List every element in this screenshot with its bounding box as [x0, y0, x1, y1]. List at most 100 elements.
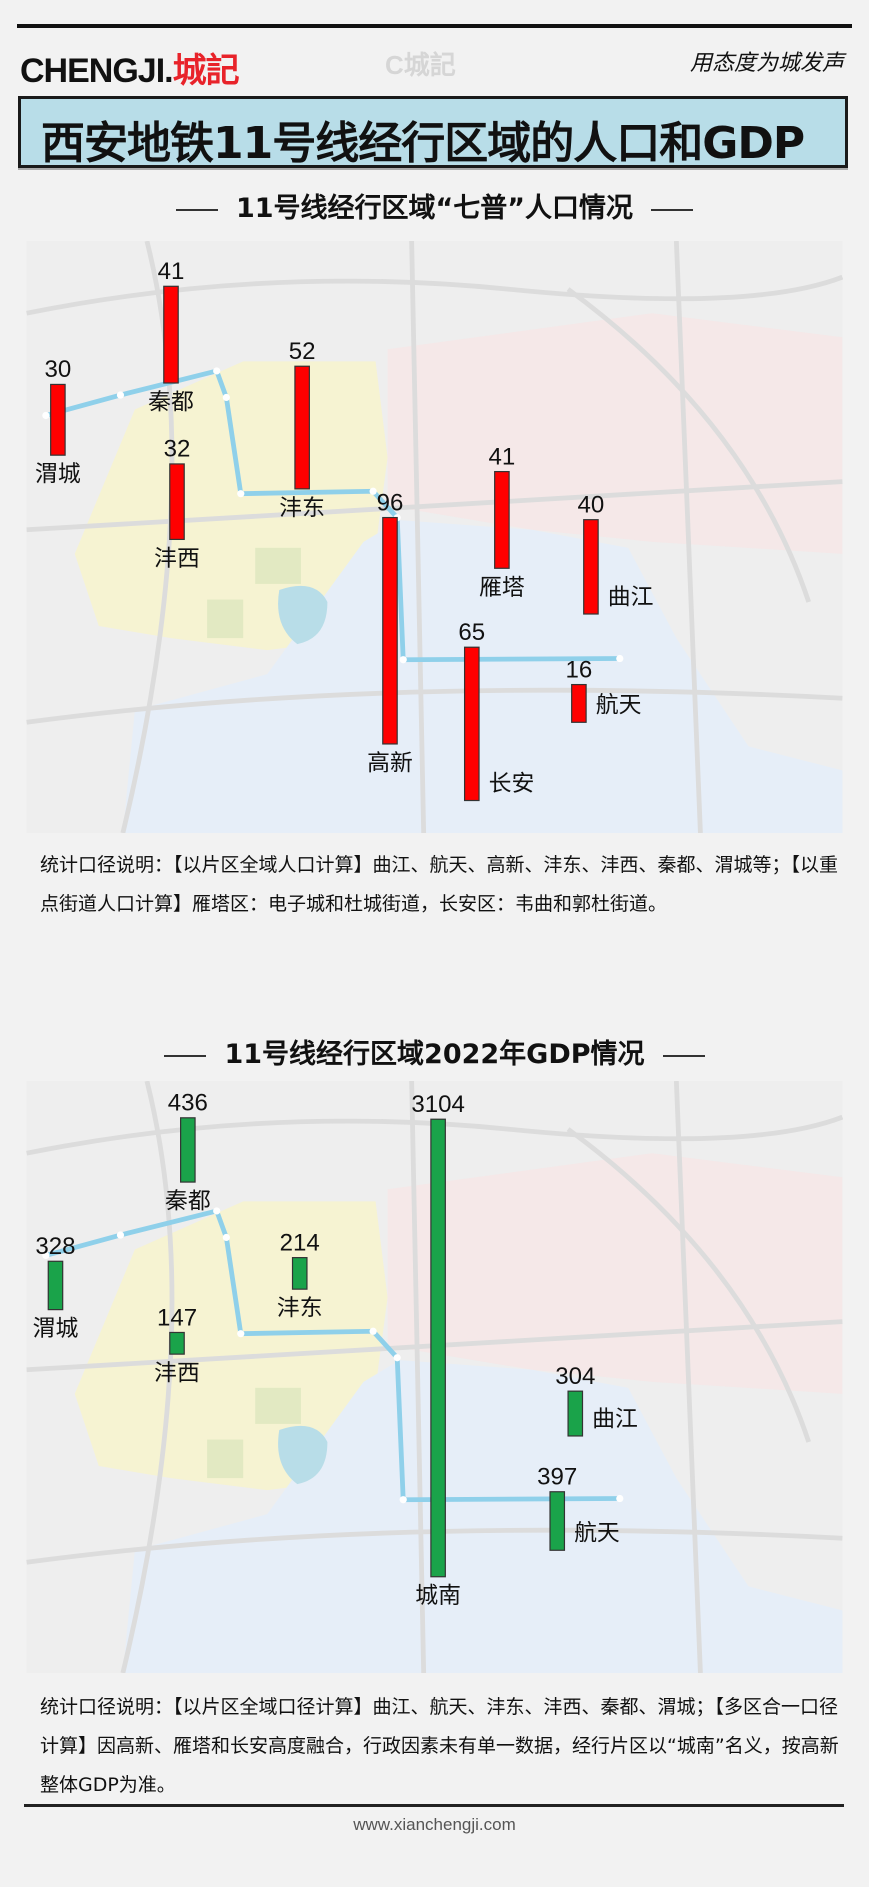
gdp-map: 328 渭城 436 秦都 147 沣西 214 沣东 3104 城南 304 曲江 397 航天	[26, 1081, 843, 1673]
top-rule	[17, 24, 852, 28]
district-area-north	[387, 1153, 843, 1394]
district-label: 航天	[596, 693, 642, 719]
park	[255, 1387, 301, 1424]
road	[409, 241, 427, 833]
value-label: 436	[168, 1090, 208, 1117]
road	[673, 1081, 703, 1673]
metro-station	[399, 656, 407, 664]
slogan: 用态度为城发声	[689, 51, 844, 76]
value-label: 32	[164, 436, 191, 463]
district-label: 渭城	[33, 1316, 79, 1342]
road	[409, 1081, 427, 1673]
value-label: 3104	[411, 1091, 464, 1118]
lake	[278, 585, 328, 645]
road	[566, 1127, 811, 1443]
value-label: 41	[489, 443, 516, 470]
metro-station	[42, 411, 50, 420]
title-banner: 西安地铁11号线经行区域的人口和GDP	[18, 96, 848, 169]
value-label: 214	[280, 1229, 320, 1256]
value-label: 65	[458, 619, 485, 646]
district-label: 高新	[367, 750, 413, 776]
metro-station	[222, 393, 230, 402]
metro-station	[393, 1354, 401, 1362]
district-label: 沣东	[277, 1296, 323, 1322]
value-label: 328	[35, 1233, 75, 1260]
district-area-west	[74, 1201, 388, 1491]
page-title: 西安地铁11号线经行区域的人口和GDP	[41, 118, 805, 169]
district-label: 沣东	[279, 495, 325, 521]
value-label: 52	[289, 338, 316, 365]
bar-沣西	[169, 463, 185, 541]
metro-station	[616, 1494, 624, 1503]
district-label: 雁塔	[479, 575, 525, 601]
metro-station	[116, 1231, 125, 1239]
bar-航天	[571, 683, 587, 723]
population-heading: 11号线经行区域“七普”人口情况	[0, 186, 869, 225]
metro-station	[213, 367, 221, 375]
district-label: 秦都	[165, 1189, 211, 1215]
park	[207, 1439, 244, 1479]
metro-station	[213, 1207, 221, 1215]
value-label: 304	[555, 1363, 595, 1390]
metro-station	[369, 1327, 377, 1335]
population-note: 统计口径说明：【以片区全域人口计算】曲江、航天、高新、沣东、沣西、秦都、渭城等；…	[40, 854, 839, 915]
bar-渭城	[50, 383, 66, 456]
bar-渭城	[47, 1260, 64, 1311]
bar-曲江	[567, 1390, 584, 1437]
park	[207, 599, 244, 639]
metro-station	[42, 1251, 50, 1260]
metro-station	[222, 1233, 230, 1242]
value-label: 147	[157, 1304, 197, 1331]
district-label: 秦都	[148, 389, 194, 415]
lake	[278, 1425, 328, 1485]
metro-station	[616, 654, 624, 663]
chengji-logo: CHENGJI.城記	[20, 52, 240, 90]
bar-城南	[430, 1118, 446, 1578]
metro-station	[237, 1330, 245, 1338]
district-label: 曲江	[592, 1406, 638, 1432]
road	[26, 1114, 843, 1156]
district-label: 沣西	[154, 546, 200, 572]
park	[255, 547, 301, 584]
district-label: 渭城	[35, 462, 81, 488]
bar-曲江	[583, 519, 599, 615]
district-area-south	[122, 1360, 843, 1673]
value-label: 41	[158, 258, 185, 285]
value-label: 40	[578, 491, 605, 518]
district-label: 城南	[415, 1583, 461, 1609]
metro-station	[399, 1496, 407, 1504]
road	[26, 1527, 843, 1565]
gdp-heading: 11号线经行区域2022年GDP情况	[0, 1032, 869, 1071]
metro-station	[237, 490, 245, 498]
bar-高新	[382, 516, 398, 745]
district-label: 沣西	[154, 1361, 200, 1387]
district-label: 长安	[489, 771, 535, 797]
value-label: 96	[377, 489, 404, 516]
district-label: 曲江	[608, 584, 654, 610]
district-area-south	[122, 520, 843, 833]
bar-沣东	[294, 365, 310, 490]
metro-station	[369, 487, 377, 495]
metro-station	[116, 391, 125, 399]
value-label: 30	[45, 356, 72, 383]
bar-航天	[549, 1491, 566, 1551]
bar-秦都	[163, 285, 179, 384]
value-label: 16	[566, 656, 593, 683]
road	[26, 479, 843, 533]
watermark: C城記	[385, 50, 456, 80]
bar-沣东	[291, 1257, 308, 1290]
bar-沣西	[169, 1331, 185, 1355]
road	[673, 241, 703, 833]
footer-url[interactable]: www.xianchengji.com	[353, 1815, 516, 1834]
road	[566, 287, 811, 603]
bottom-rule	[24, 1804, 844, 1807]
road	[26, 687, 843, 725]
bar-雁塔	[494, 470, 510, 569]
value-label: 397	[537, 1464, 577, 1491]
bar-秦都	[180, 1117, 196, 1183]
gdp-note: 统计口径说明：【以片区全域口径计算】曲江、航天、沣东、沣西、秦都、渭城；【多区合…	[40, 1696, 839, 1796]
bar-长安	[463, 646, 480, 802]
district-label: 航天	[574, 1521, 620, 1547]
